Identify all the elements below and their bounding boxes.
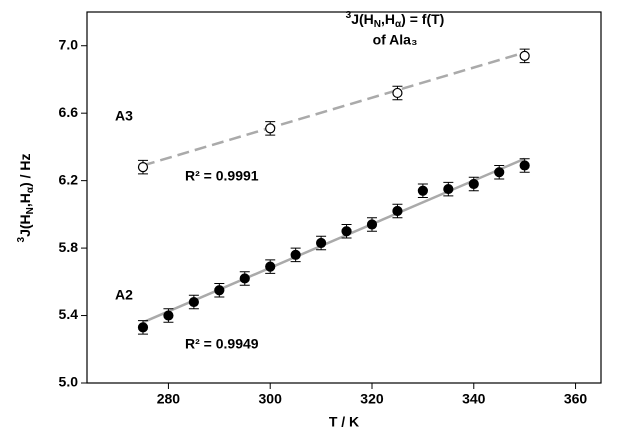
x-tick-label: 320 [360, 391, 384, 407]
data-point [443, 183, 454, 195]
y-label-part: J(H [17, 214, 33, 237]
title-part: 3 [346, 10, 352, 21]
data-point [392, 205, 403, 217]
chart-subtitle: of Ala₃ [373, 32, 418, 48]
y-tick-label: 5.0 [59, 374, 79, 390]
x-tick-label: 280 [157, 391, 181, 407]
data-point [214, 285, 225, 296]
data-point [494, 167, 505, 178]
series-label: A3 [115, 108, 133, 124]
data-point [137, 322, 149, 333]
y-label-part: ,H [17, 193, 33, 207]
data-point [417, 185, 428, 196]
r2-label: R² = 0.9991 [185, 168, 259, 184]
y-label-part: ) / Hz [17, 154, 33, 187]
y-axis-label: 3J(HN,Hα) / Hz [16, 154, 36, 243]
data-point [163, 310, 174, 321]
data-point [188, 296, 199, 308]
data-point [392, 87, 403, 99]
data-point [341, 226, 352, 237]
chart-title: 3J(HN,Hα) = f(T) [346, 10, 445, 30]
y-tick-label: 5.4 [59, 306, 79, 322]
data-point [519, 50, 530, 61]
x-tick-label: 360 [564, 391, 588, 407]
title-part: J(H [351, 11, 374, 27]
fit-line [142, 157, 526, 324]
series-label: A2 [115, 287, 133, 303]
data-point [468, 178, 479, 190]
r2-label: R² = 0.9949 [185, 336, 259, 352]
x-axis-label: T / K [329, 414, 359, 430]
plot-frame [86, 11, 602, 384]
y-tick-label: 6.6 [59, 104, 79, 120]
data-point [290, 249, 301, 260]
x-tick-label: 340 [462, 391, 486, 407]
y-label-part: α [25, 186, 36, 193]
y-tick-label: 6.2 [59, 171, 79, 187]
data-point [315, 237, 327, 249]
y-tick-label: 7.0 [59, 36, 79, 52]
y-label-part: 3 [16, 236, 27, 242]
x-tick-label: 300 [259, 391, 283, 407]
title-part: ) = f(T) [401, 11, 444, 27]
data-point [519, 160, 530, 171]
data-point [265, 123, 276, 134]
y-label-part: N [25, 207, 36, 214]
title-part: α [395, 19, 402, 30]
fit-line [142, 51, 526, 167]
data-point [366, 219, 378, 230]
y-tick-label: 5.8 [59, 239, 79, 255]
data-point [137, 162, 149, 173]
data-point [265, 261, 276, 272]
data-point [239, 273, 250, 284]
title-part: N [374, 19, 381, 30]
title-part: ,H [381, 11, 395, 27]
